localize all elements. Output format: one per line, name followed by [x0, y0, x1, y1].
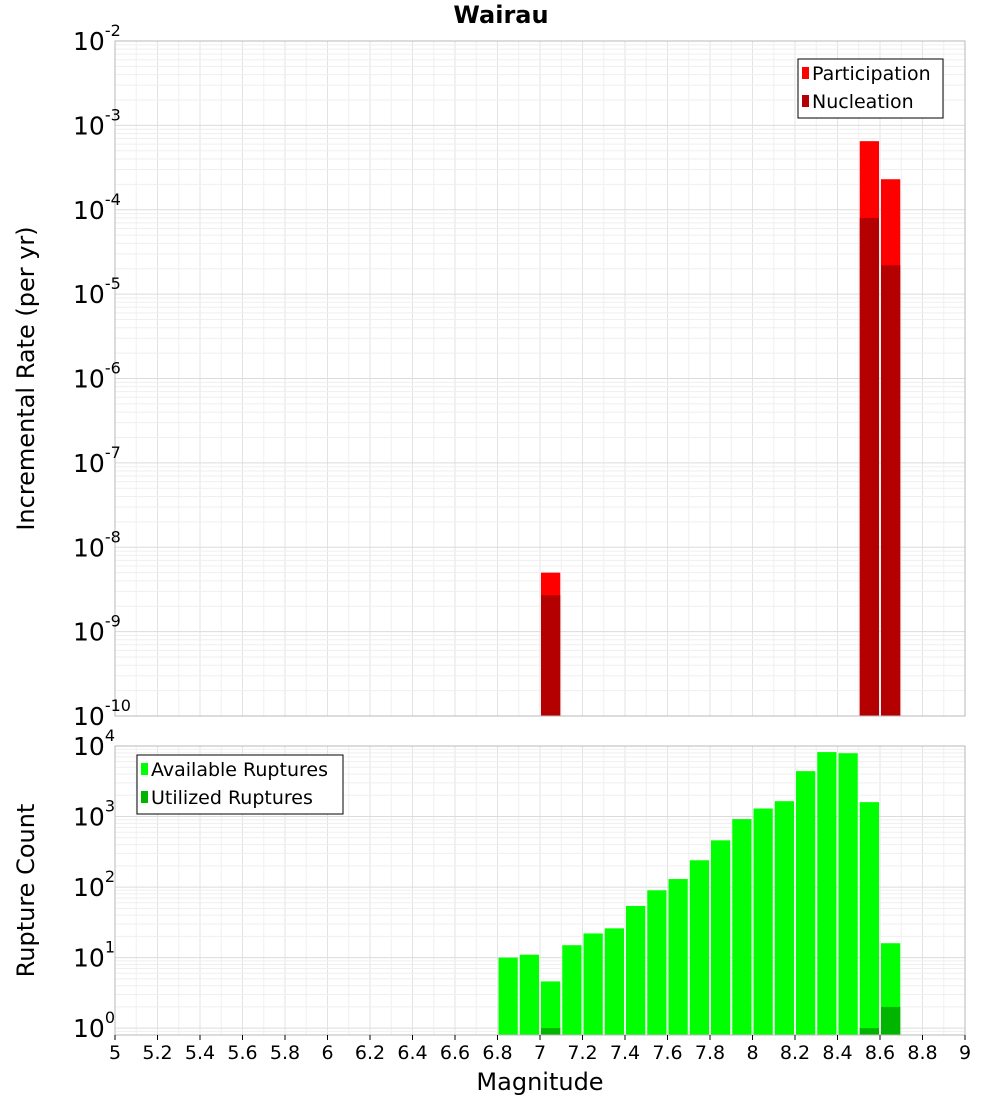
rates-bars — [541, 141, 901, 717]
bar-overlay-utilized-ruptures — [859, 1028, 879, 1035]
y-tick-label: 10-6 — [73, 359, 121, 394]
bar-available-ruptures — [838, 753, 858, 1035]
rates-legend: Participation Nucleation — [797, 58, 944, 119]
legend-swatch — [802, 95, 809, 107]
x-tick-label: 7 — [534, 1042, 546, 1064]
x-tick-label: 7.8 — [695, 1042, 725, 1064]
bar-overlay-utilized-ruptures — [881, 1006, 901, 1035]
rates-panel: 10-10 10-9 10-8 10-7 10-6 10-5 10-4 10-3 10-2 In… — [12, 21, 966, 731]
counts-bars — [498, 752, 901, 1035]
x-tick-label: 5 — [109, 1042, 121, 1064]
y-tick-label: 103 — [73, 797, 115, 832]
bar-available-ruptures — [753, 808, 773, 1035]
y-tick-label: 104 — [73, 726, 115, 761]
x-tick-label: 6 — [321, 1042, 333, 1064]
x-tick-label: 9 — [959, 1042, 971, 1064]
chart-title: Wairau — [453, 1, 548, 29]
y-tick-label: 101 — [73, 938, 115, 973]
x-tick-label: 8.6 — [865, 1042, 895, 1064]
y-tick-label: 10-5 — [73, 274, 121, 309]
bar-overlay-nucleation — [881, 265, 901, 716]
bar-available-ruptures — [796, 771, 816, 1035]
x-axis-label: Magnitude — [476, 1068, 603, 1096]
x-tick-label: 6.4 — [397, 1042, 427, 1064]
x-tick-label: 7.6 — [652, 1042, 682, 1064]
x-tick-label: 6.8 — [482, 1042, 512, 1064]
x-tick-label: 6.6 — [440, 1042, 470, 1064]
legend-entry: Nucleation — [812, 91, 914, 113]
x-tick-label: 8 — [746, 1042, 758, 1064]
counts-legend: Available Ruptures Utilized Ruptures — [136, 754, 344, 815]
y-tick-label: 100 — [73, 1008, 115, 1043]
legend-swatch — [802, 67, 809, 79]
bar-available-ruptures — [732, 819, 752, 1035]
counts-panel: 100 101 102 103 104 5 5.2 5.4 5.6 5.8 6 6.2 6.4 6.6 6… — [12, 726, 971, 1096]
legend-entry: Utilized Ruptures — [151, 787, 313, 809]
counts-x-ticks: 5 5.2 5.4 5.6 5.8 6 6.2 6.4 6.6 6.8 7 7.2 7.4 7.6 7.8 8… — [109, 1035, 971, 1064]
x-tick-label: 8.4 — [822, 1042, 852, 1064]
x-tick-label: 5.8 — [270, 1042, 300, 1064]
x-tick-label: 8.8 — [907, 1042, 937, 1064]
bar-available-ruptures — [859, 802, 879, 1035]
counts-y-ticks: 100 101 102 103 104 — [73, 726, 115, 1043]
bar-available-ruptures — [604, 928, 624, 1035]
rates-y-ticks: 10-10 10-9 10-8 10-7 10-6 10-5 10-4 10-3 10-2 — [73, 21, 131, 731]
legend-box — [797, 58, 944, 119]
y-tick-label: 10-4 — [73, 190, 121, 225]
y-tick-label: 10-2 — [73, 21, 121, 56]
rates-plot-frame — [114, 40, 966, 717]
rates-y-axis-label: Incremental Rate (per yr) — [12, 226, 40, 530]
bar-available-ruptures — [689, 860, 709, 1035]
legend-entry: Participation — [812, 63, 931, 85]
rates-grid — [114, 40, 966, 717]
bar-overlay-nucleation — [859, 217, 879, 716]
bar-available-ruptures — [541, 981, 561, 1035]
x-tick-label: 6.2 — [355, 1042, 385, 1064]
legend-entry: Available Ruptures — [151, 759, 328, 781]
x-tick-label: 5.2 — [142, 1042, 172, 1064]
y-tick-label: 10-3 — [73, 105, 121, 140]
bar-available-ruptures — [562, 945, 582, 1035]
legend-swatch — [141, 791, 148, 803]
bar-available-ruptures — [583, 933, 603, 1035]
x-tick-label: 7.4 — [610, 1042, 640, 1064]
bar-available-ruptures — [817, 752, 837, 1035]
bar-available-ruptures — [519, 954, 539, 1035]
x-tick-label: 7.2 — [567, 1042, 597, 1064]
bar-available-ruptures — [626, 905, 646, 1035]
bar-overlay-utilized-ruptures — [541, 1028, 561, 1035]
x-tick-label: 8.2 — [780, 1042, 810, 1064]
counts-y-axis-label: Rupture Count — [12, 804, 40, 978]
bar-available-ruptures — [774, 801, 794, 1035]
y-tick-label: 10-7 — [73, 443, 121, 478]
y-tick-label: 10-9 — [73, 612, 121, 647]
legend-box — [136, 754, 344, 815]
y-tick-label: 102 — [73, 867, 115, 902]
x-tick-label: 5.4 — [185, 1042, 215, 1064]
bar-available-ruptures — [647, 890, 667, 1035]
y-tick-label: 10-8 — [73, 527, 121, 562]
y-tick-label: 10-10 — [73, 696, 131, 731]
legend-swatch — [141, 763, 148, 775]
bar-available-ruptures — [498, 957, 518, 1035]
bar-available-ruptures — [711, 840, 731, 1035]
bar-overlay-nucleation — [541, 595, 561, 716]
bar-available-ruptures — [668, 879, 688, 1035]
x-tick-label: 5.6 — [227, 1042, 257, 1064]
